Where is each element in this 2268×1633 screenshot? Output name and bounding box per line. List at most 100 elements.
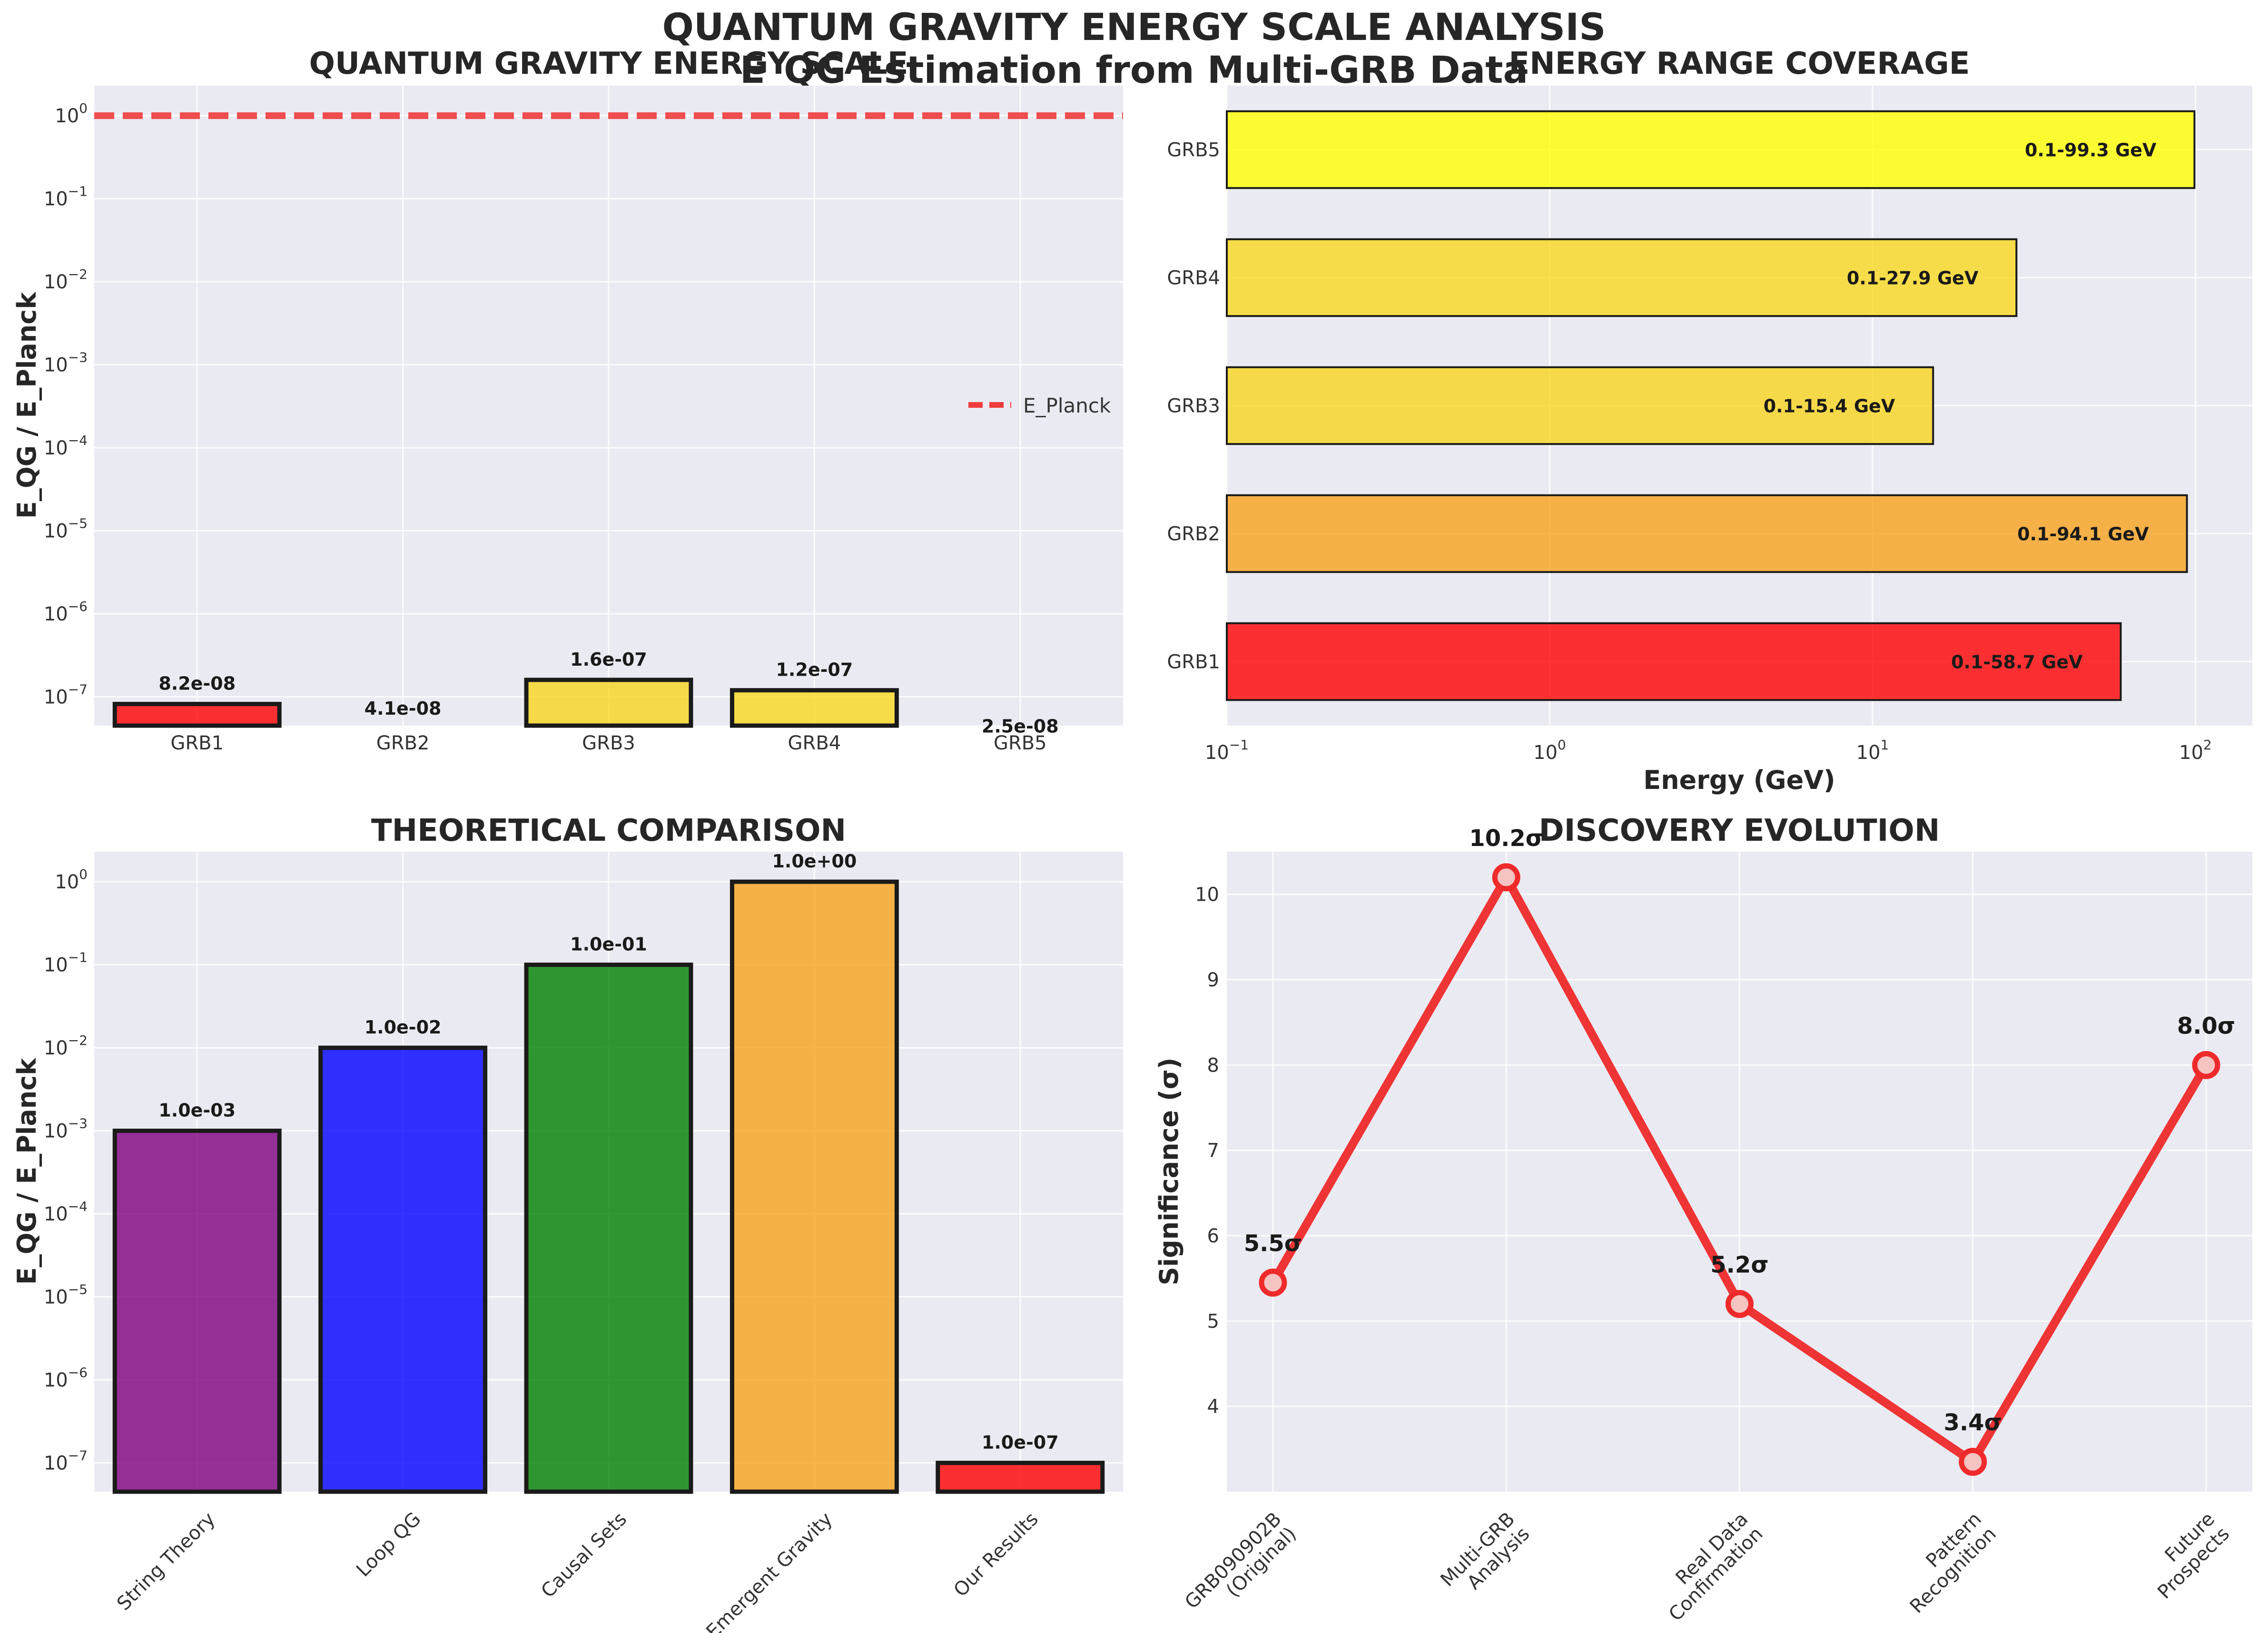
- energy-range-title: ENERGY RANGE COVERAGE: [1509, 46, 1970, 81]
- xtick-multi-grb: Multi-GRBAnalysis: [1436, 1508, 1534, 1606]
- ytick-label: 100: [55, 866, 88, 893]
- energy-scale-panel: QUANTUM GRAVITY ENERGY SCALE E_QG / E_Pl…: [12, 46, 1123, 754]
- range-bar-grb4: [1226, 238, 2018, 317]
- ytick-grb4: GRB4: [1167, 267, 1220, 289]
- xtick-grb3: GRB3: [582, 732, 635, 754]
- value-label-grb4: 1.2e-07: [776, 659, 853, 680]
- ytick-label: 10−1: [44, 950, 88, 976]
- significance-line: [1259, 863, 2220, 1476]
- ytick-label: 10−7: [44, 1447, 88, 1474]
- point-grb090902b: [1259, 1269, 1287, 1297]
- ytick-label: 10−5: [44, 1282, 88, 1308]
- xtick-grb4: GRB4: [788, 732, 841, 754]
- theory-comparison-panel: THEORETICAL COMPARISON E_QG / E_Planck 1…: [12, 813, 1123, 1633]
- xtick-our-results: Our Results: [949, 1508, 1042, 1601]
- bar-grb3: [524, 678, 693, 728]
- value-label-grb5: 2.5e-08: [982, 716, 1059, 737]
- xtick-label: 10−1: [1205, 737, 1249, 764]
- range-label-grb3: 0.1-15.4 GeV: [1764, 396, 1895, 417]
- value-label-grb1: 8.2e-08: [158, 673, 236, 694]
- energy-scale-yticks: 10−7 10−6 10−5 10−4 10−3 10−2 10−1 100: [44, 100, 88, 708]
- ytick-grb1: GRB1: [1167, 651, 1220, 673]
- bar-our-results: [936, 1460, 1105, 1494]
- discovery-evolution-gridlines: [1227, 852, 2252, 1492]
- energy-scale-xticks: GRB1 GRB2 GRB3 GRB4 GRB5: [170, 732, 1046, 754]
- energy-scale-value-labels: 8.2e-08 4.1e-08 1.6e-07 1.2e-07 2.5e-08: [158, 649, 1058, 737]
- xtick-grb090902b: GRB090902B(Original): [1181, 1508, 1301, 1628]
- bar-grb4: [730, 688, 899, 728]
- value-label-causal-sets: 1.0e-01: [570, 934, 647, 955]
- legend-planck-label: E_Planck: [1023, 394, 1111, 417]
- energy-scale-ylabel: E_QG / E_Planck: [12, 292, 42, 519]
- value-label-loop-qg: 1.0e-02: [365, 1017, 442, 1038]
- theory-comparison-bars: [112, 879, 1105, 1494]
- bar-string-theory: [112, 1129, 282, 1494]
- ytick-label: 10−4: [44, 433, 88, 459]
- value-label-string-theory: 1.0e-03: [158, 1100, 236, 1121]
- theory-comparison-xticks: String Theory Loop QG Causal Sets Emergent …: [113, 1508, 1043, 1633]
- point-pattern: [1959, 1447, 1987, 1476]
- xtick-label: 100: [1533, 737, 1566, 764]
- discovery-evolution-title: DISCOVERY EVOLUTION: [1539, 813, 1940, 848]
- ytick-label: 10−2: [44, 1033, 88, 1059]
- value-label-grb2: 4.1e-08: [365, 698, 442, 719]
- ytick-grb2: GRB2: [1167, 523, 1220, 545]
- point-future: [2192, 1051, 2220, 1079]
- bar-causal-sets: [524, 963, 693, 1494]
- xtick-grb1: GRB1: [170, 732, 224, 754]
- ytick-label: 9: [1207, 969, 1219, 991]
- range-bar-grb5: [1226, 110, 2196, 189]
- ytick-label: 10−3: [44, 350, 88, 376]
- xtick-string-theory: String Theory: [113, 1508, 219, 1615]
- value-label-grb3: 1.6e-07: [570, 649, 647, 670]
- ytick-label: 4: [1207, 1396, 1219, 1418]
- energy-range-yticks: GRB1 GRB2 GRB3 GRB4 GRB5: [1167, 139, 1220, 673]
- ytick-label: 10−2: [44, 266, 88, 293]
- ytick-label: 8: [1207, 1054, 1219, 1076]
- suptitle-line1: QUANTUM GRAVITY ENERGY SCALE ANALYSIS: [662, 6, 1606, 49]
- energy-range-panel: ENERGY RANGE COVERAGE GRB1GRB2GRB3GRB4GR…: [1167, 46, 2252, 795]
- sigma-label-5: 8.0σ: [2177, 1013, 2235, 1039]
- point-real-data: [1726, 1289, 1754, 1318]
- xtick-pattern: PatternRecognition: [1891, 1508, 2001, 1618]
- range-bar-grb1: [1226, 622, 2122, 701]
- energy-range-value-labels: 0.1-58.7 GeV 0.1-94.1 GeV 0.1-15.4 GeV 0.1-…: [1764, 140, 2157, 673]
- theory-comparison-value-labels: 1.0e-03 1.0e-02 1.0e-01 1.0e+00 1.0e-07: [158, 851, 1058, 1453]
- suptitle: QUANTUM GRAVITY ENERGY SCALE ANALYSIS E_…: [662, 6, 1606, 92]
- xtick-label: 102: [2179, 737, 2212, 764]
- ytick-label: 10−5: [44, 516, 88, 542]
- discovery-evolution-panel: DISCOVERY EVOLUTION Significance (σ) 4 5 6…: [1154, 813, 2252, 1628]
- xtick-label: 101: [1856, 737, 1889, 764]
- sigma-label-1: 5.5σ: [1244, 1230, 1302, 1257]
- energy-scale-title: QUANTUM GRAVITY ENERGY SCALE: [309, 46, 908, 81]
- xtick-real-data: Real DataConfirmation: [1650, 1508, 1767, 1626]
- range-label-grb1: 0.1-58.7 GeV: [1951, 652, 2083, 673]
- theory-comparison-title: THEORETICAL COMPARISON: [371, 813, 846, 848]
- xtick-causal-sets: Causal Sets: [537, 1508, 631, 1603]
- theory-comparison-yticks: 10−7 10−6 10−5 10−4 10−3 10−2 10−1 100: [44, 866, 88, 1474]
- ytick-label: 100: [55, 100, 88, 127]
- sigma-label-2: 10.2σ: [1469, 825, 1543, 852]
- range-bar-grb2: [1226, 494, 2188, 573]
- value-label-our-results: 1.0e-07: [982, 1432, 1059, 1453]
- ytick-label: 10−3: [44, 1116, 88, 1142]
- range-label-grb4: 0.1-27.9 GeV: [1847, 268, 1979, 289]
- ytick-label: 10: [1195, 884, 1219, 906]
- ytick-grb5: GRB5: [1167, 139, 1220, 161]
- ytick-label: 10−4: [44, 1199, 88, 1225]
- ytick-label: 10−6: [44, 1365, 88, 1391]
- bar-grb1: [112, 702, 282, 728]
- xtick-future: FutureProspects: [2139, 1508, 2234, 1603]
- xtick-grb2: GRB2: [376, 732, 430, 754]
- energy-scale-legend: E_Planck: [968, 394, 1111, 417]
- xtick-grb5: GRB5: [994, 732, 1047, 754]
- range-bar-grb3: [1226, 366, 1934, 445]
- suptitle-line2: E_QG Estimation from Multi-GRB Data: [740, 49, 1528, 92]
- bar-loop-qg: [318, 1045, 488, 1494]
- ytick-label: 10−7: [44, 681, 88, 708]
- energy-range-xlabel: Energy (GeV): [1643, 765, 1835, 795]
- energy-range-bars: [1226, 110, 2196, 701]
- sigma-label-4: 3.4σ: [1944, 1409, 2002, 1436]
- ytick-label: 6: [1207, 1225, 1219, 1247]
